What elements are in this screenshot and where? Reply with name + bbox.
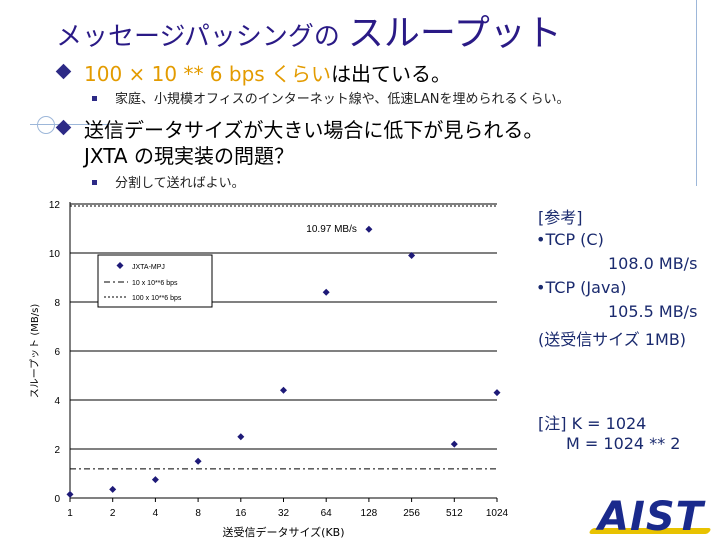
size-note: (送受信サイズ 1MB) bbox=[538, 330, 687, 349]
y-tick-label: 6 bbox=[54, 347, 60, 358]
data-point bbox=[66, 490, 74, 498]
y-tick-label: 4 bbox=[54, 396, 60, 407]
decorative-horizontal-line bbox=[30, 124, 110, 125]
bullet1-rest: は出ている。 bbox=[331, 62, 452, 86]
bullet2-line1: 送信データサイズが大きい場合に低下が見られる。 bbox=[84, 118, 544, 142]
y-tick-label: 10 bbox=[49, 249, 61, 260]
x-tick-label: 1024 bbox=[486, 508, 509, 519]
x-tick-label: 512 bbox=[446, 508, 463, 519]
y-axis-label: スループット (MB/s) bbox=[29, 304, 41, 399]
bullet2-line2: JXTA の現実装の問題？ bbox=[84, 144, 294, 168]
data-point bbox=[280, 386, 287, 394]
decorative-circle bbox=[37, 116, 55, 134]
data-point bbox=[151, 476, 159, 484]
tcp-c-value: 108.0 MB/s bbox=[608, 254, 698, 273]
x-tick-label: 16 bbox=[235, 508, 247, 519]
bullet1-sub: 家庭、小規模オフィスのインターネット線や、低速LANを埋められるくらい。 bbox=[115, 92, 570, 107]
y-tick-label: 2 bbox=[54, 445, 60, 456]
note-k: [注] K = 1024 bbox=[538, 414, 647, 433]
legend-label: 100 x 10**6 bps bbox=[132, 295, 182, 302]
aist-logo: AIST bbox=[598, 494, 704, 540]
tcp-java-label: •TCP (Java) bbox=[536, 278, 627, 297]
bullet1-highlight: 100 × 10 ** 6 bps くらい bbox=[84, 62, 332, 86]
bullet2-sub: 分割して送ればよい。 bbox=[115, 176, 245, 191]
data-point bbox=[194, 457, 202, 465]
data-point bbox=[237, 433, 245, 441]
x-tick-label: 32 bbox=[278, 508, 290, 519]
data-point bbox=[493, 389, 501, 397]
y-tick-label: 8 bbox=[54, 298, 60, 309]
data-point bbox=[450, 440, 458, 448]
x-axis-label: 送受信データサイズ(KB) bbox=[222, 525, 344, 539]
legend-label: JXTA-MPJ bbox=[132, 264, 165, 271]
x-tick-label: 2 bbox=[110, 508, 116, 519]
x-tick-label: 64 bbox=[321, 508, 333, 519]
decorative-vertical-line bbox=[696, 0, 697, 186]
title-part2: スループット bbox=[347, 13, 562, 54]
bullet-diamond-icon bbox=[55, 63, 72, 80]
data-point bbox=[109, 485, 117, 493]
tcp-c-label: •TCP (C) bbox=[536, 230, 604, 249]
y-tick-label: 0 bbox=[54, 494, 60, 505]
tcp-java-value: 105.5 MB/s bbox=[608, 302, 698, 321]
title-part1: メッセージパッシングの bbox=[56, 22, 340, 52]
data-point bbox=[365, 225, 373, 233]
legend-marker bbox=[116, 262, 124, 269]
bullet-diamond-icon bbox=[55, 119, 72, 136]
sub-bullet-square-icon bbox=[92, 96, 97, 101]
x-tick-label: 256 bbox=[403, 508, 420, 519]
x-tick-label: 4 bbox=[153, 508, 159, 519]
data-annotation: 10.97 MB/s bbox=[306, 224, 357, 235]
note-m: M = 1024 ** 2 bbox=[566, 434, 681, 453]
data-point bbox=[322, 288, 330, 296]
sub-bullet-square-icon bbox=[92, 180, 97, 185]
ref-title: [参考] bbox=[538, 208, 583, 227]
legend-label: 10 x 10**6 bps bbox=[132, 280, 178, 287]
legend-box bbox=[97, 254, 213, 308]
x-tick-label: 1 bbox=[67, 508, 73, 519]
x-tick-label: 128 bbox=[361, 508, 378, 519]
x-tick-label: 8 bbox=[195, 508, 201, 519]
slide-title: メッセージパッシングの スループット bbox=[56, 4, 562, 56]
bullet1-text: 100 × 10 ** 6 bps くらいは出ている。 bbox=[84, 58, 451, 87]
y-tick-label: 12 bbox=[49, 200, 61, 211]
